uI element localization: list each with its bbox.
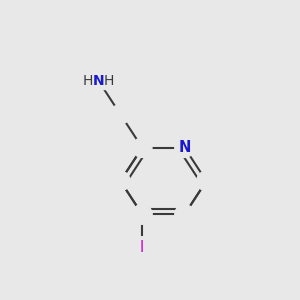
Text: H: H (103, 74, 114, 88)
Circle shape (111, 171, 130, 191)
Circle shape (132, 205, 152, 224)
Circle shape (111, 104, 130, 124)
Text: H: H (83, 74, 94, 88)
Bar (82, 73, 119, 88)
Circle shape (131, 237, 153, 259)
Text: N: N (178, 140, 191, 155)
Circle shape (175, 205, 194, 224)
Circle shape (132, 138, 152, 158)
Circle shape (175, 138, 194, 158)
Circle shape (196, 171, 216, 191)
Text: I: I (140, 240, 144, 255)
Circle shape (132, 205, 152, 224)
Text: N: N (93, 74, 104, 88)
